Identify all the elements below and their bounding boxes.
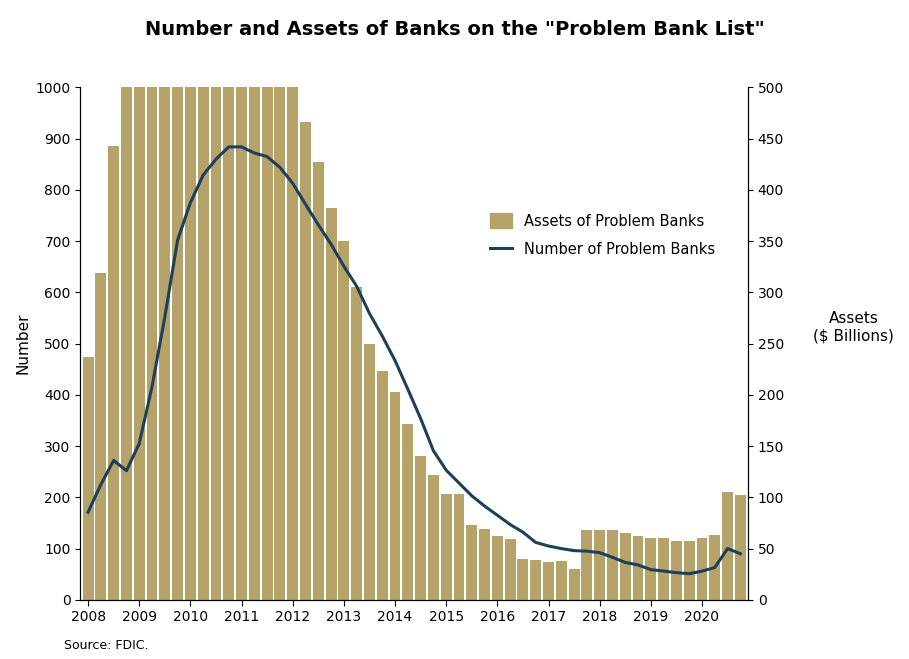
Bar (146, 0, 157, 600)
Bar (684, 542, 694, 600)
Bar (569, 569, 580, 600)
Bar (415, 456, 426, 600)
Bar (582, 530, 593, 600)
Bar (364, 343, 375, 600)
Bar (108, 146, 119, 600)
Legend: Assets of Problem Banks, Number of Problem Banks: Assets of Problem Banks, Number of Probl… (484, 208, 721, 263)
Bar (390, 392, 401, 600)
Bar (287, 63, 298, 600)
Bar (556, 561, 566, 600)
Bar (83, 357, 94, 600)
Bar (722, 492, 733, 600)
Bar (403, 424, 414, 600)
Bar (454, 494, 464, 600)
Bar (325, 208, 336, 600)
Bar (224, 0, 235, 600)
Bar (185, 0, 195, 600)
Bar (607, 530, 618, 600)
Bar (262, 5, 273, 600)
Bar (121, 0, 132, 600)
Bar (671, 542, 682, 600)
Bar (479, 529, 490, 600)
Text: Source: FDIC.: Source: FDIC. (64, 639, 148, 652)
Bar (134, 0, 145, 600)
Bar (517, 559, 528, 600)
Bar (658, 538, 669, 600)
Bar (275, 24, 285, 600)
Bar (441, 494, 452, 600)
Bar (696, 538, 707, 600)
Bar (159, 0, 170, 600)
Bar (594, 530, 605, 600)
Bar (351, 287, 362, 600)
Bar (377, 371, 387, 600)
Bar (172, 0, 183, 600)
Bar (504, 539, 515, 600)
Bar (428, 474, 439, 600)
Bar (211, 0, 222, 600)
Bar (645, 538, 656, 600)
Y-axis label: Assets
($ Billions): Assets ($ Billions) (814, 311, 894, 343)
Bar (466, 525, 477, 600)
Bar (734, 496, 745, 600)
Text: Number and Assets of Banks on the "Problem Bank List": Number and Assets of Banks on the "Probl… (145, 20, 764, 39)
Bar (338, 241, 349, 600)
Bar (633, 536, 644, 600)
Bar (709, 535, 720, 600)
Bar (300, 123, 311, 600)
Bar (198, 0, 209, 600)
Bar (95, 273, 106, 600)
Bar (236, 0, 247, 600)
Bar (249, 0, 260, 600)
Bar (530, 560, 541, 600)
Y-axis label: Number: Number (15, 313, 30, 374)
Bar (313, 162, 324, 600)
Bar (620, 533, 631, 600)
Bar (543, 562, 554, 600)
Bar (492, 536, 503, 600)
